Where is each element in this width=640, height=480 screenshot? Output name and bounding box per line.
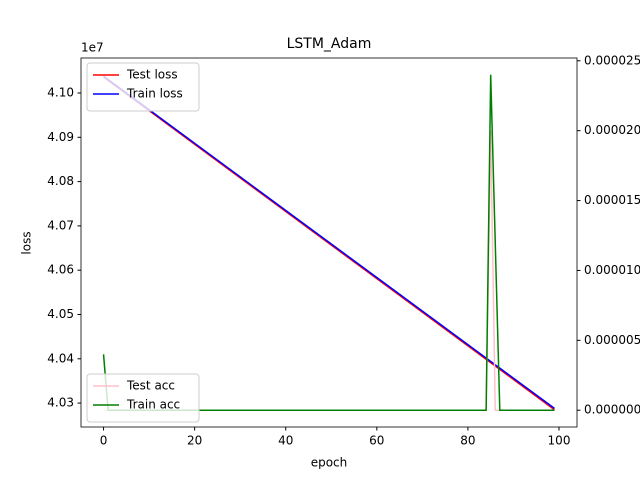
y-offset: 1e7 xyxy=(81,41,104,55)
y-axis-label: loss xyxy=(20,231,34,254)
y-tick-label: 4.08 xyxy=(47,174,74,188)
x-tick-label: 80 xyxy=(460,434,475,448)
y-tick-label: 4.04 xyxy=(47,351,74,365)
y2-tick-label: 0.000010 xyxy=(584,263,640,277)
line xyxy=(103,76,555,411)
y2-tick-label: 0.000015 xyxy=(584,193,640,207)
y-tick-label: 4.10 xyxy=(47,85,74,99)
y2-tick-label: 0.000020 xyxy=(584,123,640,137)
y-tick-label: 4.03 xyxy=(47,396,74,410)
chart-title: LSTM_Adam xyxy=(287,36,372,52)
y-tick-label: 4.09 xyxy=(47,130,74,144)
y-tick-label: 4.07 xyxy=(47,218,74,232)
y-tick-label: 4.05 xyxy=(47,307,74,321)
plot-frame xyxy=(80,57,578,428)
legend-label: Train acc xyxy=(126,398,180,412)
x-tick-label: 60 xyxy=(369,434,384,448)
legend-label: Test acc xyxy=(126,379,175,393)
y2-tick-label: 0.000025 xyxy=(584,53,640,67)
x-tick-label: 20 xyxy=(187,434,202,448)
x-tick-label: 100 xyxy=(548,434,571,448)
x-axis-label: epoch xyxy=(311,456,348,470)
legend-label: Train loss xyxy=(126,87,183,101)
x-tick-label: 0 xyxy=(100,434,108,448)
x-tick-label: 40 xyxy=(278,434,293,448)
line xyxy=(103,75,555,409)
y2-tick-label: 0.000000 xyxy=(584,403,640,417)
legend-label: Test loss xyxy=(126,68,178,82)
y2-tick-label: 0.000005 xyxy=(584,333,640,347)
y-tick-label: 4.06 xyxy=(47,263,74,277)
